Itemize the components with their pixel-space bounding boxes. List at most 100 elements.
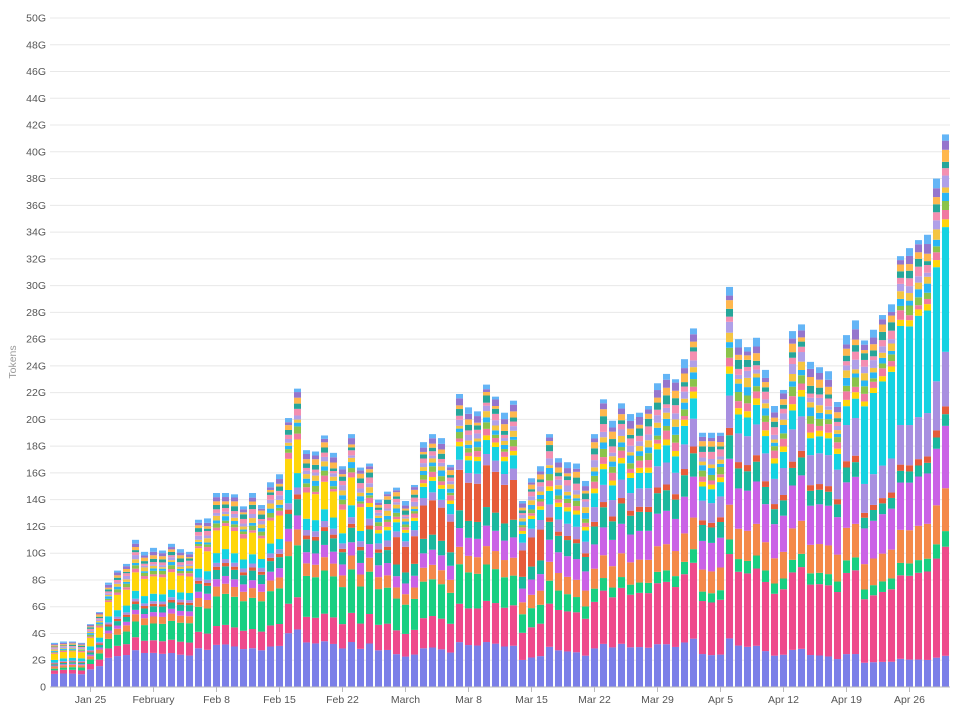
bar-segment — [491, 446, 500, 461]
bar-segment — [257, 524, 266, 529]
bar-segment — [50, 649, 59, 651]
bar-segment — [482, 546, 491, 565]
bar-segment — [266, 494, 275, 500]
bar-segment — [860, 528, 869, 565]
bar-segment — [581, 541, 590, 554]
bar-segment — [275, 510, 284, 516]
bar-segment — [320, 452, 329, 457]
bar-segment — [743, 646, 752, 687]
bar-segment — [122, 631, 131, 645]
bar-segment — [896, 264, 905, 272]
bar-segment — [59, 661, 68, 662]
bar-segment — [770, 558, 779, 584]
bar-segment — [581, 526, 590, 531]
bar-segment — [104, 591, 113, 594]
bar-segment — [446, 500, 455, 504]
bar-segment — [482, 384, 491, 390]
gridlines — [50, 17, 950, 688]
bar-segment — [68, 667, 77, 670]
bar-segment — [779, 433, 788, 439]
bar-segment — [644, 409, 653, 414]
bar-segment — [68, 647, 77, 649]
bar — [437, 438, 446, 687]
bar-segment — [842, 467, 851, 483]
bar-segment — [914, 282, 923, 290]
bar-segment — [212, 644, 221, 687]
bar-segment — [761, 486, 770, 505]
bar-segment — [806, 505, 815, 545]
bar-segment — [104, 582, 113, 585]
bar-segment — [590, 471, 599, 476]
bar-segment — [374, 504, 383, 508]
y-tick-label: 34G — [26, 227, 46, 239]
bar-segment — [860, 350, 869, 354]
bar — [635, 412, 644, 687]
bar-segment — [491, 434, 500, 438]
bar-segment — [131, 568, 140, 573]
bar-segment — [671, 398, 680, 406]
bar-segment — [923, 283, 932, 293]
bar-segment — [239, 559, 248, 569]
bar-segment — [464, 555, 473, 573]
bar-segment — [401, 572, 410, 584]
bar-segment — [590, 601, 599, 649]
bar-segment — [140, 557, 149, 562]
bar-segment — [221, 523, 230, 526]
bar-segment — [392, 508, 401, 513]
bar-segment — [230, 513, 239, 518]
bar — [230, 494, 239, 687]
bar-segment — [239, 538, 248, 560]
bar-segment — [230, 497, 239, 502]
bar-segment — [779, 551, 788, 579]
bar-segment — [563, 523, 572, 536]
bar-segment — [896, 298, 905, 306]
bar-segment — [158, 616, 167, 624]
bar-segment — [383, 521, 392, 527]
bar-segment — [302, 470, 311, 475]
bar-segment — [734, 339, 743, 348]
bar-segment — [536, 474, 545, 480]
bar-segment — [266, 499, 275, 504]
bar-segment — [383, 623, 392, 650]
bar-segment — [842, 461, 851, 468]
bar-segment — [347, 434, 356, 439]
bar-segment — [545, 521, 554, 540]
x-axis-ticks: Jan 25 February Feb 8 Feb 15 Feb 22 March Mar … — [75, 687, 925, 706]
bar-segment — [212, 569, 221, 580]
bar-segment — [833, 442, 842, 449]
bar — [401, 501, 410, 687]
bar-segment — [59, 667, 68, 670]
bar-segment — [491, 530, 500, 552]
bar-segment — [788, 364, 797, 374]
bar-segment — [500, 607, 509, 647]
bar-segment — [239, 534, 248, 539]
bar-segment — [509, 430, 518, 437]
bar-segment — [347, 438, 356, 445]
bar-segment — [131, 559, 140, 563]
bar-segment — [941, 351, 950, 407]
bar-segment — [698, 465, 707, 471]
bar-segment — [779, 389, 788, 394]
bar-segment — [932, 178, 941, 189]
bar-segment — [932, 260, 941, 268]
bar-segment — [914, 297, 923, 306]
bar-segment — [482, 395, 491, 403]
bar-segment — [482, 453, 491, 466]
bar-segment — [212, 512, 221, 516]
x-tick-label: Mar 15 — [515, 694, 548, 706]
bar-segment — [734, 368, 743, 375]
bar-segment — [167, 549, 176, 552]
bar-segment — [554, 573, 563, 591]
bar-segment — [203, 526, 212, 529]
bar-segment — [545, 480, 554, 487]
bar-segment — [140, 603, 149, 607]
bar — [932, 178, 941, 687]
bar-segment — [77, 645, 86, 648]
bar-segment — [428, 579, 437, 617]
bar-segment — [239, 601, 248, 631]
bar-segment — [77, 652, 86, 659]
bar-segment — [698, 481, 707, 487]
bar-segment — [518, 659, 527, 687]
bar-segment — [482, 600, 491, 643]
bar-segment — [167, 599, 176, 603]
